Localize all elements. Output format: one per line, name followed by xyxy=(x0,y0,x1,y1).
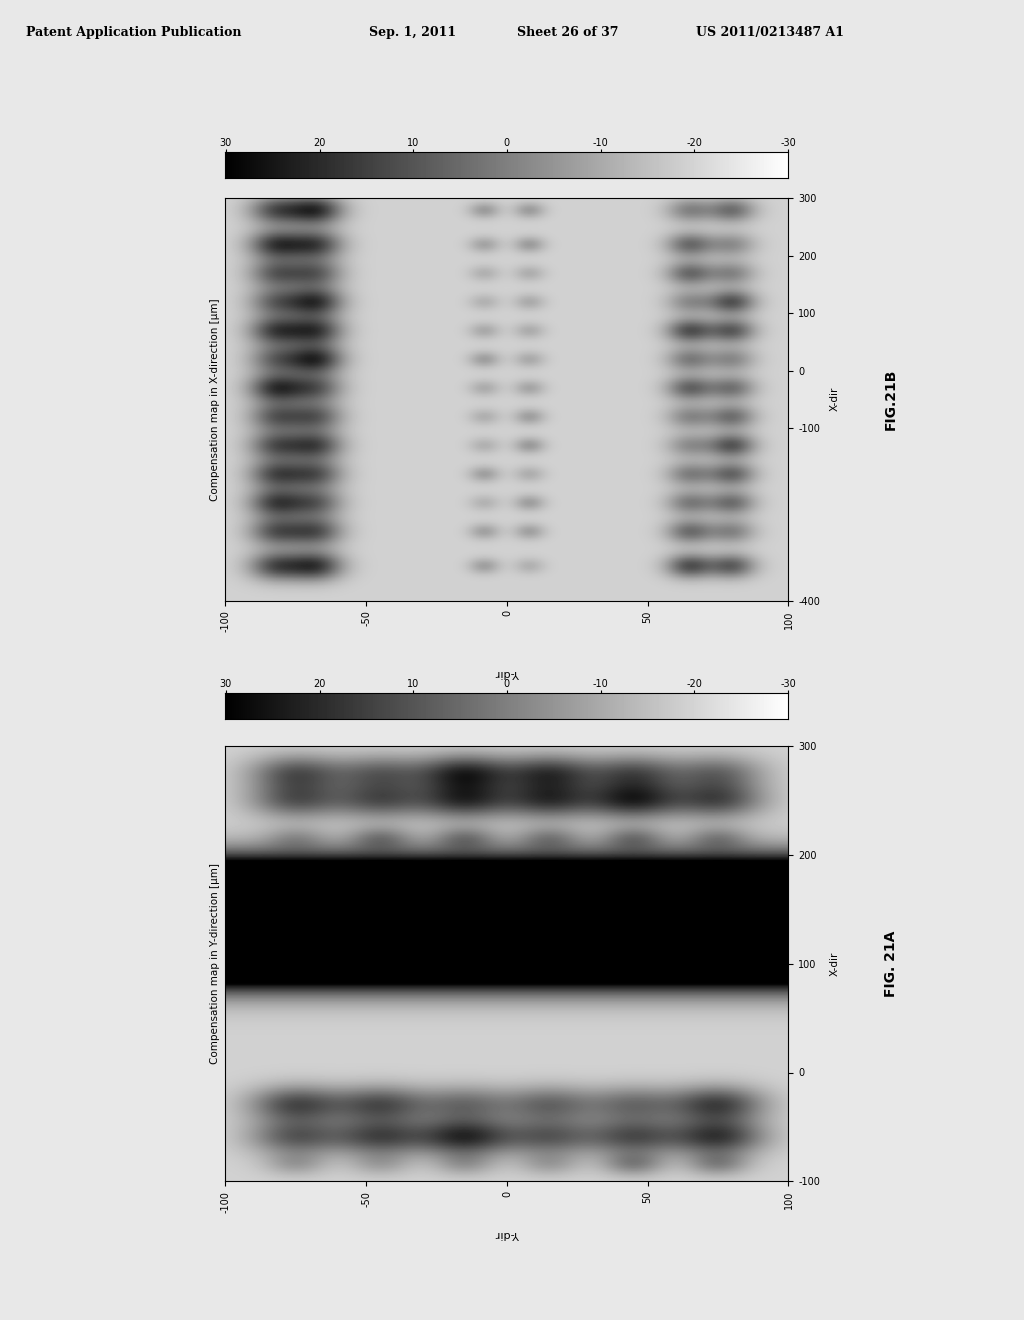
Y-axis label: Compensation map in Y-direction [μm]: Compensation map in Y-direction [μm] xyxy=(210,863,220,1064)
Text: US 2011/0213487 A1: US 2011/0213487 A1 xyxy=(696,26,845,40)
Text: Sheet 26 of 37: Sheet 26 of 37 xyxy=(517,26,618,40)
Y-axis label: Compensation map in X-direction [μm]: Compensation map in X-direction [μm] xyxy=(210,298,220,500)
Text: Y-dir: Y-dir xyxy=(495,1229,519,1239)
Text: Patent Application Publication: Patent Application Publication xyxy=(26,26,241,40)
Text: X-dir: X-dir xyxy=(829,387,840,412)
Text: X-dir: X-dir xyxy=(829,952,840,975)
Text: FIG. 21A: FIG. 21A xyxy=(884,931,898,997)
Text: Y-dir: Y-dir xyxy=(495,668,519,678)
Text: FIG.21B: FIG.21B xyxy=(884,368,898,430)
Text: Sep. 1, 2011: Sep. 1, 2011 xyxy=(369,26,456,40)
